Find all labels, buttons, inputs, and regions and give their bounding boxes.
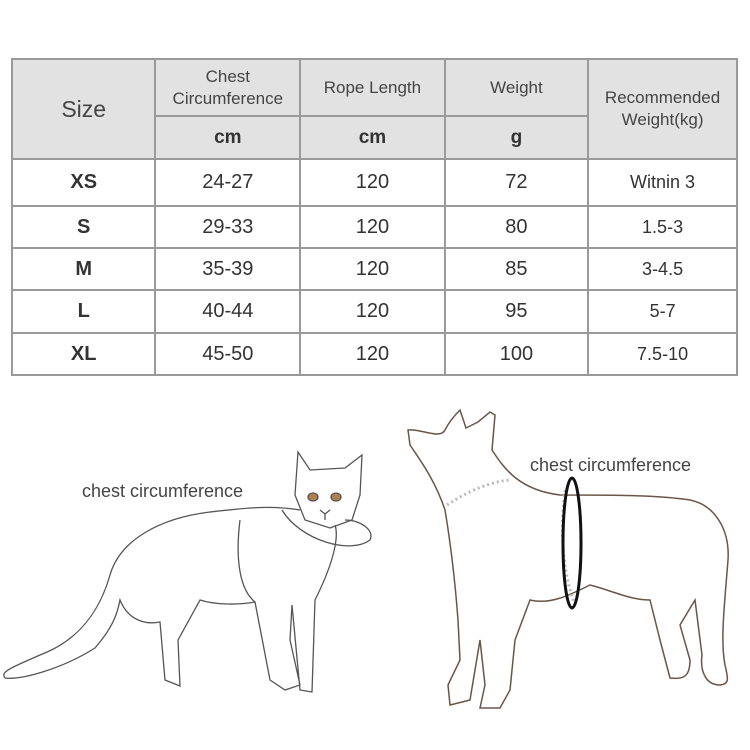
size-chart-table: Size Chest Circumference Rope Length Wei… (10, 58, 738, 376)
header-rope: Rope Length (299, 58, 446, 117)
cell-weight: 100 (443, 332, 590, 376)
cell-recommended: 5-7 (587, 289, 738, 334)
unit-weight: g (443, 115, 590, 160)
cell-chest: 40-44 (154, 289, 302, 334)
cell-size: XL (10, 332, 157, 376)
cell-rope: 120 (299, 247, 446, 291)
cell-recommended: 3-4.5 (587, 247, 738, 291)
cell-chest: 29-33 (154, 205, 302, 249)
cell-size: S (10, 205, 157, 249)
dog-chest-label: chest circumference (530, 455, 692, 475)
cell-size: XS (10, 158, 157, 207)
cell-rope: 120 (299, 332, 446, 376)
cell-size: M (10, 247, 157, 291)
cell-weight: 72 (443, 158, 590, 207)
header-recommended: Recommended Weight(kg) (587, 58, 738, 160)
cell-rope: 120 (299, 289, 446, 334)
pet-illustrations (3, 408, 729, 709)
cell-recommended: Witnin 3 (587, 158, 738, 207)
table-row: XL 45-50 120 100 7.5-10 (10, 332, 738, 376)
cell-weight: 95 (443, 289, 590, 334)
header-chest: Chest Circumference (154, 58, 302, 117)
cell-recommended: 1.5-3 (587, 205, 738, 249)
unit-chest: cm (154, 115, 302, 160)
dog-harness-band (561, 476, 583, 610)
table-row: L 40-44 120 95 5-7 (10, 289, 738, 334)
dog-neck-dots (446, 478, 511, 507)
unit-rope: cm (299, 115, 446, 160)
cat-illustration (3, 450, 372, 693)
cell-chest: 35-39 (154, 247, 302, 291)
cell-recommended: 7.5-10 (587, 332, 738, 376)
header-weight: Weight (443, 58, 590, 117)
table-row: XS 24-27 120 72 Witnin 3 (10, 158, 738, 207)
cell-chest: 24-27 (154, 158, 302, 207)
cell-weight: 80 (443, 205, 590, 249)
cell-rope: 120 (299, 158, 446, 207)
header-size: Size (10, 58, 157, 160)
table-row: M 35-39 120 85 3-4.5 (10, 247, 738, 291)
cell-weight: 85 (443, 247, 590, 291)
cell-chest: 45-50 (154, 332, 302, 376)
table-row: S 29-33 120 80 1.5-3 (10, 205, 738, 249)
cat-chest-label: chest circumference (82, 481, 244, 501)
cell-size: L (10, 289, 157, 334)
dog-illustration (407, 408, 729, 709)
cell-rope: 120 (299, 205, 446, 249)
